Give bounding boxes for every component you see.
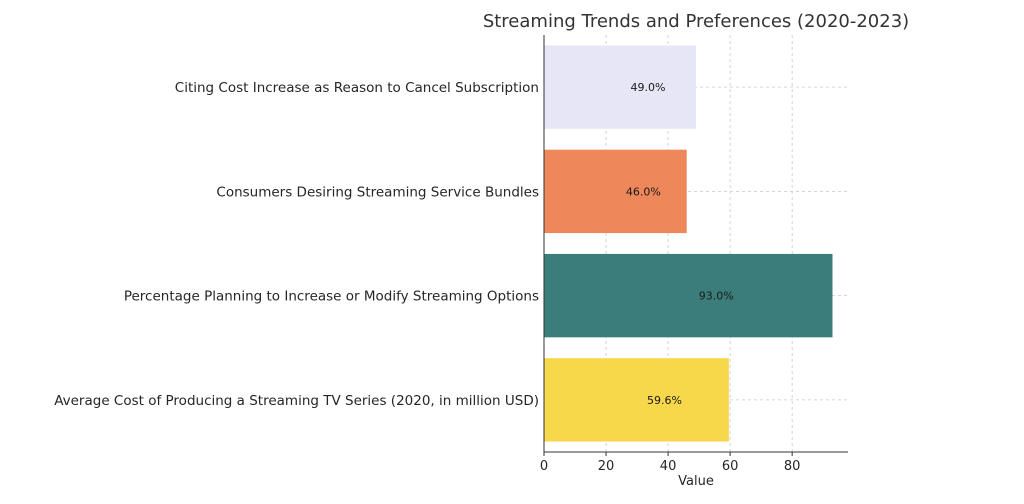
x-tick-label-40: 40 <box>660 459 677 474</box>
data-labels: 49.0% 46.0% 93.0% 59.6% <box>626 81 734 407</box>
category-label-3: Average Cost of Producing a Streaming TV… <box>54 393 539 409</box>
bar-2 <box>544 253 833 338</box>
category-label-2: Percentage Planning to Increase or Modif… <box>124 289 539 305</box>
bar-0 <box>544 45 696 129</box>
x-tick-label-80: 80 <box>784 459 801 474</box>
data-label-0: 49.0% <box>631 81 666 94</box>
bars <box>544 45 833 442</box>
x-tick-label-60: 60 <box>722 459 739 474</box>
axes <box>543 35 848 456</box>
bar-1 <box>544 149 687 234</box>
category-labels: Citing Cost Increase as Reason to Cancel… <box>54 80 539 409</box>
chart-title: Streaming Trends and Preferences (2020-2… <box>483 11 909 32</box>
data-label-2: 93.0% <box>699 290 734 303</box>
bar-3 <box>544 358 729 442</box>
x-axis-label: Value <box>678 474 714 489</box>
category-label-0: Citing Cost Increase as Reason to Cancel… <box>175 80 539 96</box>
x-tick-label-20: 20 <box>598 459 615 474</box>
category-label-1: Consumers Desiring Streaming Service Bun… <box>216 184 539 200</box>
x-tick-labels: 0 20 40 60 80 <box>540 459 801 474</box>
data-label-3: 59.6% <box>647 394 682 407</box>
data-label-1: 46.0% <box>626 185 661 198</box>
x-tick-label-0: 0 <box>540 459 548 474</box>
